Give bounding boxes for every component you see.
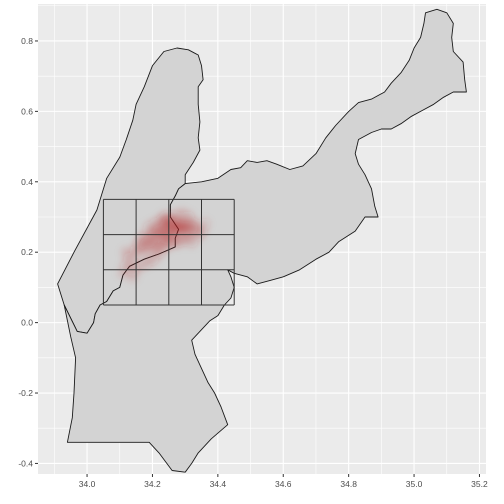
region-east (63, 8, 467, 473)
density-point (120, 246, 133, 259)
x-tick-label: 35.2 (471, 479, 488, 489)
density-point (126, 270, 139, 283)
y-tick-label: 0.8 (21, 36, 33, 46)
x-tick-label: 34.2 (144, 479, 161, 489)
x-axis: 34.0 34.2 34.4 34.6 34.8 35.0 35.2 (79, 474, 488, 489)
x-tick-label: 34.6 (275, 479, 292, 489)
y-tick-label: 0.4 (21, 177, 33, 187)
density-point (143, 221, 156, 234)
y-axis: -0.4 -0.2 0.0 0.2 0.4 0.6 0.8 (18, 36, 38, 468)
density-point (133, 260, 146, 273)
density-point (185, 235, 198, 248)
y-tick-label: -0.2 (18, 388, 33, 398)
x-tick-label: 34.0 (79, 479, 96, 489)
y-tick-label: 0.2 (21, 247, 33, 257)
x-tick-label: 35.0 (406, 479, 423, 489)
x-tick-label: 34.4 (210, 479, 227, 489)
x-tick-label: 34.8 (340, 479, 357, 489)
density-point (198, 218, 211, 231)
y-tick-label: 0.6 (21, 106, 33, 116)
y-tick-label: -0.4 (18, 458, 33, 468)
y-tick-label: 0.0 (21, 318, 33, 328)
density-point (175, 207, 188, 220)
grid-cells (102, 198, 235, 306)
